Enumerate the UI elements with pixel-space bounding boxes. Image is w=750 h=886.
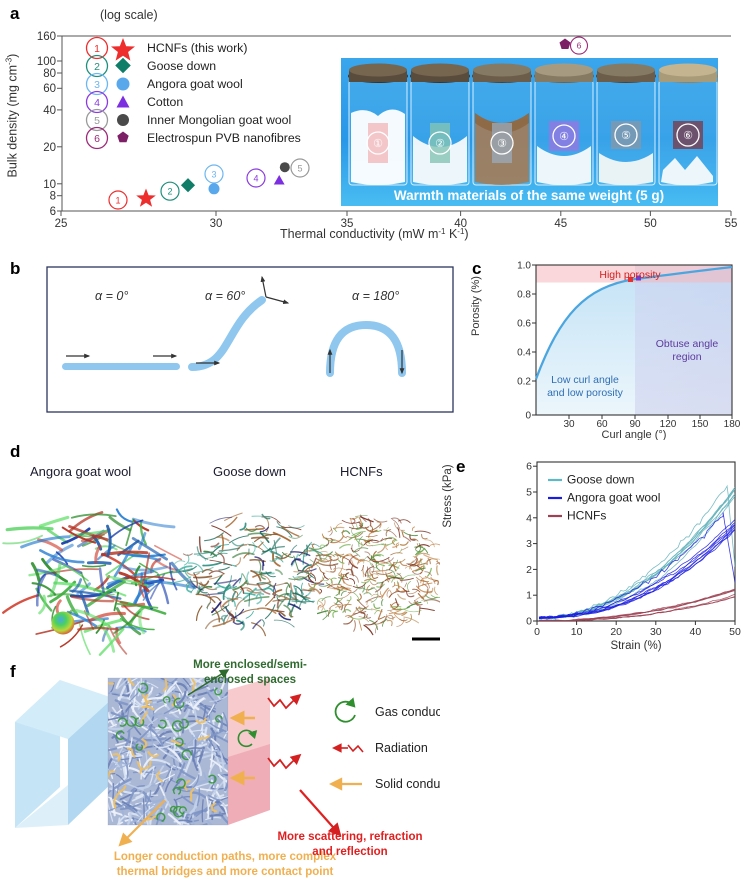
svg-text:1.0: 1.0 [517, 261, 531, 272]
svg-text:α = 0°: α = 0° [95, 289, 128, 303]
svg-text:Angora goat wool: Angora goat wool [567, 491, 660, 505]
svg-text:8: 8 [50, 191, 56, 203]
svg-text:Solid conduction: Solid conduction [375, 777, 440, 791]
svg-text:20: 20 [43, 142, 56, 154]
svg-text:⑤: ⑤ [621, 130, 631, 142]
svg-text:Obtuse angle: Obtuse angle [656, 338, 719, 350]
svg-text:4: 4 [94, 97, 100, 109]
svg-text:50: 50 [644, 218, 657, 230]
svg-text:④: ④ [559, 131, 569, 143]
svg-text:25: 25 [55, 218, 68, 230]
svg-text:6: 6 [94, 133, 100, 145]
svg-text:Goose down: Goose down [147, 59, 216, 73]
svg-text:40: 40 [43, 105, 56, 117]
svg-text:10: 10 [571, 626, 583, 638]
svg-text:Curl angle (°): Curl angle (°) [602, 429, 667, 440]
svg-text:Warmth materials of the same w: Warmth materials of the same weight (5 g… [394, 188, 664, 203]
svg-text:80: 80 [43, 68, 56, 80]
svg-text:and low porosity: and low porosity [547, 387, 624, 399]
svg-text:6: 6 [526, 461, 532, 473]
svg-text:α = 180°: α = 180° [352, 289, 399, 303]
svg-text:0.4: 0.4 [517, 348, 531, 359]
svg-text:Radiation: Radiation [375, 741, 428, 755]
svg-text:Strain (%): Strain (%) [610, 640, 661, 652]
svg-text:5: 5 [94, 115, 100, 127]
svg-text:55: 55 [725, 218, 738, 230]
svg-text:4: 4 [253, 173, 258, 183]
svg-text:HCNFs (this work): HCNFs (this work) [147, 41, 247, 55]
svg-text:2: 2 [526, 564, 532, 576]
svg-text:②: ② [435, 138, 445, 150]
svg-text:45: 45 [554, 218, 567, 230]
svg-text:①: ① [373, 138, 383, 150]
svg-text:6: 6 [577, 41, 582, 51]
svg-text:Goose down: Goose down [567, 473, 634, 487]
svg-text:2: 2 [94, 61, 100, 73]
svg-text:3: 3 [94, 79, 100, 91]
svg-text:Cotton: Cotton [147, 95, 183, 109]
svg-text:100: 100 [37, 56, 56, 68]
svg-text:region: region [672, 351, 701, 363]
svg-text:α = 60°: α = 60° [205, 289, 245, 303]
svg-text:0.6: 0.6 [517, 319, 531, 330]
svg-text:30: 30 [650, 626, 662, 638]
svg-text:0: 0 [534, 626, 540, 638]
svg-text:160: 160 [37, 31, 56, 43]
svg-text:⑥: ⑥ [683, 130, 693, 142]
svg-text:Thermal conductivity (mW m-1 K: Thermal conductivity (mW m-1 K-1) [280, 227, 469, 242]
svg-text:50: 50 [729, 626, 741, 638]
svg-text:0: 0 [525, 411, 531, 422]
svg-text:1: 1 [526, 590, 532, 602]
svg-text:180: 180 [724, 419, 741, 430]
svg-text:Inner Mongolian goat wool: Inner Mongolian goat wool [147, 113, 291, 127]
svg-text:6: 6 [50, 206, 56, 218]
svg-text:Electrospun PVB nanofibres: Electrospun PVB nanofibres [147, 131, 301, 145]
svg-text:0.8: 0.8 [517, 290, 531, 301]
svg-text:30: 30 [563, 419, 575, 430]
svg-text:60: 60 [43, 83, 56, 95]
svg-text:High porosity: High porosity [599, 269, 661, 281]
svg-text:5: 5 [526, 487, 532, 499]
svg-text:150: 150 [692, 419, 709, 430]
svg-text:30: 30 [210, 218, 223, 230]
svg-text:0: 0 [526, 616, 532, 628]
svg-text:1: 1 [115, 195, 120, 205]
svg-text:3: 3 [526, 538, 532, 550]
svg-text:2: 2 [167, 187, 172, 197]
svg-text:3: 3 [211, 169, 216, 179]
svg-text:5: 5 [297, 163, 302, 173]
svg-text:10: 10 [43, 179, 56, 191]
svg-text:Low curl angle: Low curl angle [551, 374, 619, 386]
svg-text:4: 4 [526, 512, 532, 524]
svg-text:40: 40 [690, 626, 702, 638]
svg-text:20: 20 [610, 626, 622, 638]
svg-text:HCNFs: HCNFs [567, 509, 606, 523]
svg-text:③: ③ [497, 138, 507, 150]
svg-text:Angora goat wool: Angora goat wool [147, 77, 243, 91]
svg-text:Gas conduction: Gas conduction [375, 705, 440, 719]
svg-text:1: 1 [94, 43, 100, 55]
svg-text:0.2: 0.2 [517, 377, 531, 388]
